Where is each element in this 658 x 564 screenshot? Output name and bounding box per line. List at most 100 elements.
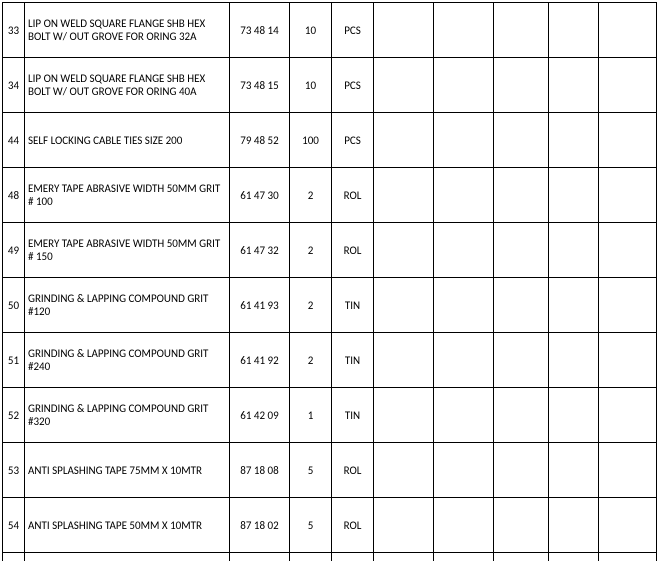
row-description: LIP ON WELD SQUARE FLANGE SHB HEX BOLT W… [25,58,230,113]
row-number: 44 [3,113,25,168]
row-quantity: 2 [290,223,332,278]
empty-cell [549,443,599,498]
empty-cell [374,553,434,561]
table-row: 48EMERY TAPE ABRASIVE WIDTH 50MM GRIT # … [3,168,657,223]
empty-cell [332,553,374,561]
row-quantity: 2 [290,168,332,223]
row-description: GRINDING & LAPPING COMPOUND GRIT #120 [25,278,230,333]
empty-cell [599,3,657,58]
row-quantity: 1 [290,388,332,443]
row-unit: TIN [332,333,374,388]
empty-cell [549,388,599,443]
row-code: 87 18 02 [230,498,290,553]
row-description: ANTI SPLASHING TAPE 75MM X 10MTR [25,443,230,498]
empty-cell [230,553,290,561]
empty-cell [434,278,494,333]
empty-cell [374,443,434,498]
row-code: 73 48 14 [230,3,290,58]
empty-cell [374,223,434,278]
empty-cell [434,3,494,58]
empty-cell [599,553,657,561]
row-code: 61 41 92 [230,333,290,388]
table-row: 50GRINDING & LAPPING COMPOUND GRIT #1206… [3,278,657,333]
empty-cell [549,168,599,223]
row-description: GRINDING & LAPPING COMPOUND GRIT #240 [25,333,230,388]
table-row: 33LIP ON WELD SQUARE FLANGE SHB HEX BOLT… [3,3,657,58]
row-unit: PCS [332,3,374,58]
empty-cell [549,498,599,553]
empty-cell [494,333,549,388]
row-description: EMERY TAPE ABRASIVE WIDTH 50MM GRIT # 10… [25,168,230,223]
row-quantity: 2 [290,333,332,388]
row-description: ANTI SPLASHING TAPE 50MM X 10MTR [25,498,230,553]
empty-cell [374,498,434,553]
empty-cell [374,113,434,168]
row-quantity: 100 [290,113,332,168]
row-unit: PCS [332,113,374,168]
empty-cell [374,58,434,113]
row-code: 79 48 52 [230,113,290,168]
empty-cell [374,278,434,333]
empty-cell [494,58,549,113]
table-row: 53ANTI SPLASHING TAPE 75MM X 10MTR87 18 … [3,443,657,498]
table-row: 34LIP ON WELD SQUARE FLANGE SHB HEX BOLT… [3,58,657,113]
row-code: 61 47 32 [230,223,290,278]
row-code: 73 48 15 [230,58,290,113]
empty-cell [549,278,599,333]
empty-cell [434,168,494,223]
empty-cell [494,113,549,168]
empty-cell [374,333,434,388]
row-code: 61 47 30 [230,168,290,223]
empty-cell [434,58,494,113]
row-unit: ROL [332,498,374,553]
empty-cell [290,553,332,561]
empty-cell [549,58,599,113]
empty-cell [494,223,549,278]
empty-cell [374,3,434,58]
row-number: 50 [3,278,25,333]
empty-cell [599,113,657,168]
empty-cell [434,388,494,443]
empty-cell [599,58,657,113]
table-row: 44SELF LOCKING CABLE TIES SIZE 20079 48 … [3,113,657,168]
row-quantity: 10 [290,3,332,58]
table-row: 51GRINDING & LAPPING COMPOUND GRIT #2406… [3,333,657,388]
table-body: 33LIP ON WELD SQUARE FLANGE SHB HEX BOLT… [3,3,657,561]
empty-cell [599,168,657,223]
empty-cell [434,223,494,278]
row-quantity: 2 [290,278,332,333]
empty-cell [494,168,549,223]
empty-cell [549,113,599,168]
row-unit: PCS [332,58,374,113]
empty-cell [599,498,657,553]
row-number: 48 [3,168,25,223]
row-quantity: 10 [290,58,332,113]
empty-cell [434,498,494,553]
empty-cell [599,223,657,278]
row-unit: ROL [332,443,374,498]
row-number: 51 [3,333,25,388]
empty-cell [549,223,599,278]
table-row: 49EMERY TAPE ABRASIVE WIDTH 50MM GRIT # … [3,223,657,278]
parts-table: 33LIP ON WELD SQUARE FLANGE SHB HEX BOLT… [2,2,657,561]
row-description: EMERY TAPE ABRASIVE WIDTH 50MM GRIT # 15… [25,223,230,278]
row-unit: TIN [332,388,374,443]
empty-cell [3,553,25,561]
row-unit: ROL [332,168,374,223]
table-row: 52GRINDING & LAPPING COMPOUND GRIT #3206… [3,388,657,443]
table-row-partial [3,553,657,561]
row-unit: ROL [332,223,374,278]
empty-cell [494,498,549,553]
empty-cell [494,3,549,58]
empty-cell [374,388,434,443]
row-description: GRINDING & LAPPING COMPOUND GRIT #320 [25,388,230,443]
empty-cell [599,388,657,443]
table-row: 54ANTI SPLASHING TAPE 50MM X 10MTR87 18 … [3,498,657,553]
row-quantity: 5 [290,443,332,498]
empty-cell [494,388,549,443]
empty-cell [599,443,657,498]
row-unit: TIN [332,278,374,333]
empty-cell [549,3,599,58]
empty-cell [494,443,549,498]
row-description: SELF LOCKING CABLE TIES SIZE 200 [25,113,230,168]
